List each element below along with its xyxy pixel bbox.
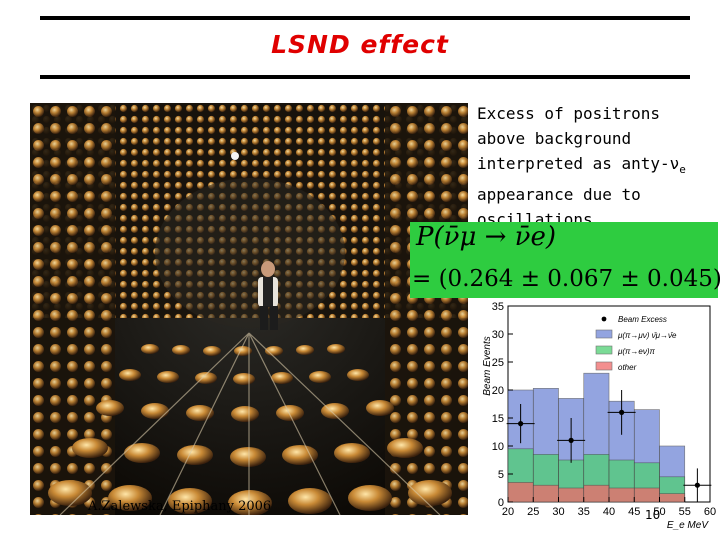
description-line-3: interpreted as anty-νe — [477, 151, 686, 182]
legend-swatch — [595, 361, 613, 371]
x-tick-label: 45 — [628, 506, 640, 518]
x-tick-label: 25 — [527, 506, 539, 518]
y-tick-label: 25 — [492, 357, 504, 369]
legend-label: μ(π→eν)π — [617, 347, 656, 356]
beam-excess-point — [518, 421, 524, 427]
light-source — [231, 152, 239, 160]
beam-events-chart-svg: 0 5 10 15 20 25 30 35 20 25 30 35 40 45 50 55 60 Beam Eve… — [482, 301, 716, 531]
y-tick-label: 30 — [492, 329, 504, 341]
y-axis-label: Beam Events — [482, 336, 493, 395]
oscillation-probability-box: P(ν̄μ → ν̄e) = (0.264 ± 0.067 ± 0.045)% — [410, 222, 720, 298]
y-tick-label: 5 — [498, 469, 504, 481]
detector-photo-image — [30, 103, 468, 515]
description-line-2: above background — [477, 129, 632, 148]
x-tick-label: 40 — [603, 506, 615, 518]
y-tick-label: 35 — [492, 301, 504, 313]
beam-excess-point — [568, 437, 574, 443]
beam-excess-point — [619, 409, 625, 415]
slide-title: LSND effect — [271, 30, 449, 59]
y-tick-label: 0 — [498, 497, 504, 509]
hist-bar-2-3 — [583, 484, 610, 503]
x-tick-label: 60 — [704, 506, 716, 518]
probability-formula-value: = (0.264 ± 0.067 ± 0.045)% — [412, 266, 720, 292]
legend-label: other — [618, 363, 637, 372]
legend-marker-beam-excess — [601, 316, 607, 322]
x-tick-label: 35 — [578, 506, 590, 518]
legend-swatch — [595, 345, 613, 355]
hist-bar-2-2 — [558, 487, 585, 503]
description-line-1: Excess of positrons — [477, 104, 661, 123]
legend-label: Beam Excess — [618, 315, 667, 324]
hist-bar-2-5 — [633, 487, 660, 503]
detector-photo — [30, 103, 468, 515]
hist-bar-2-4 — [608, 487, 635, 503]
top-rule — [40, 16, 690, 20]
x-tick-label: 50 — [653, 506, 665, 518]
nu-e-subscript: e — [679, 163, 686, 177]
beam-events-chart: 0 5 10 15 20 25 30 35 20 25 30 35 40 45 50 55 60 Beam Eve… — [478, 298, 718, 531]
page-number: 10 — [645, 508, 661, 522]
person-figure — [258, 261, 278, 330]
probability-formula-lhs: P(ν̄μ → ν̄e) — [416, 222, 556, 252]
y-tick-label: 20 — [492, 385, 504, 397]
x-tick-label: 30 — [552, 506, 564, 518]
legend-label: μ(π→μν) ν̄μ→ν̄e — [617, 331, 677, 340]
photo-credit: A.Zalewska, Epiphany 2006 — [88, 499, 272, 514]
legend-swatch — [595, 329, 613, 339]
y-tick-label: 15 — [492, 413, 504, 425]
hist-bar-2-0 — [507, 482, 534, 503]
x-tick-label: 55 — [679, 506, 691, 518]
hist-bar-2-6 — [659, 493, 686, 503]
x-axis-label: E_e MeV — [667, 520, 709, 530]
description-line-4: appearance due to — [477, 185, 641, 205]
beam-excess-point — [694, 482, 700, 488]
bottom-rule — [40, 75, 690, 79]
description-text: Excess of positrons above background int… — [477, 101, 686, 232]
hist-bar-2-1 — [532, 484, 559, 503]
description-line-3-main: interpreted as anty-ν — [477, 154, 680, 173]
y-tick-label: 10 — [492, 441, 504, 453]
x-tick-label: 20 — [502, 506, 514, 518]
floor-pmt-grid — [48, 332, 452, 515]
